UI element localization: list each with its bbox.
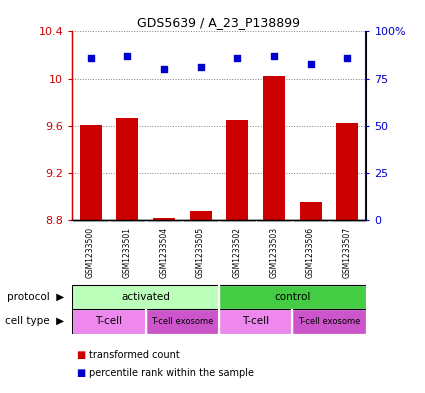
Text: GSM1233502: GSM1233502 bbox=[233, 227, 242, 278]
Text: GSM1233503: GSM1233503 bbox=[269, 227, 278, 278]
Text: ■: ■ bbox=[76, 368, 86, 378]
Bar bbox=[79, 125, 102, 220]
Bar bbox=[226, 120, 248, 220]
Text: GSM1233507: GSM1233507 bbox=[343, 227, 351, 278]
Bar bbox=[263, 76, 285, 220]
Text: T-cell exosome: T-cell exosome bbox=[298, 317, 360, 326]
Point bbox=[124, 53, 130, 59]
Point bbox=[234, 55, 241, 61]
Bar bbox=[219, 309, 292, 334]
Text: GSM1233500: GSM1233500 bbox=[86, 227, 95, 278]
Point bbox=[307, 61, 314, 67]
Bar bbox=[300, 202, 321, 220]
Text: activated: activated bbox=[121, 292, 170, 302]
Text: percentile rank within the sample: percentile rank within the sample bbox=[89, 368, 254, 378]
Point bbox=[344, 55, 351, 61]
Bar bbox=[72, 285, 219, 309]
Text: cell type  ▶: cell type ▶ bbox=[5, 316, 64, 327]
Bar bbox=[190, 211, 212, 220]
Text: T-cell: T-cell bbox=[95, 316, 122, 327]
Text: T-cell: T-cell bbox=[242, 316, 269, 327]
Point bbox=[161, 66, 167, 72]
Bar bbox=[219, 285, 366, 309]
Text: GSM1233505: GSM1233505 bbox=[196, 227, 205, 278]
Text: GSM1233501: GSM1233501 bbox=[123, 227, 132, 278]
Text: T-cell exosome: T-cell exosome bbox=[151, 317, 213, 326]
Bar bbox=[116, 118, 138, 220]
Text: ■: ■ bbox=[76, 350, 86, 360]
Text: control: control bbox=[274, 292, 310, 302]
Bar bbox=[145, 309, 219, 334]
Bar bbox=[72, 309, 145, 334]
Bar bbox=[292, 309, 366, 334]
Text: GSM1233504: GSM1233504 bbox=[159, 227, 168, 278]
Text: protocol  ▶: protocol ▶ bbox=[6, 292, 64, 302]
Point bbox=[87, 55, 94, 61]
Text: transformed count: transformed count bbox=[89, 350, 180, 360]
Point bbox=[270, 53, 277, 59]
Title: GDS5639 / A_23_P138899: GDS5639 / A_23_P138899 bbox=[137, 16, 300, 29]
Text: GSM1233506: GSM1233506 bbox=[306, 227, 315, 278]
Bar bbox=[153, 218, 175, 220]
Bar bbox=[336, 123, 358, 220]
Point bbox=[197, 64, 204, 70]
